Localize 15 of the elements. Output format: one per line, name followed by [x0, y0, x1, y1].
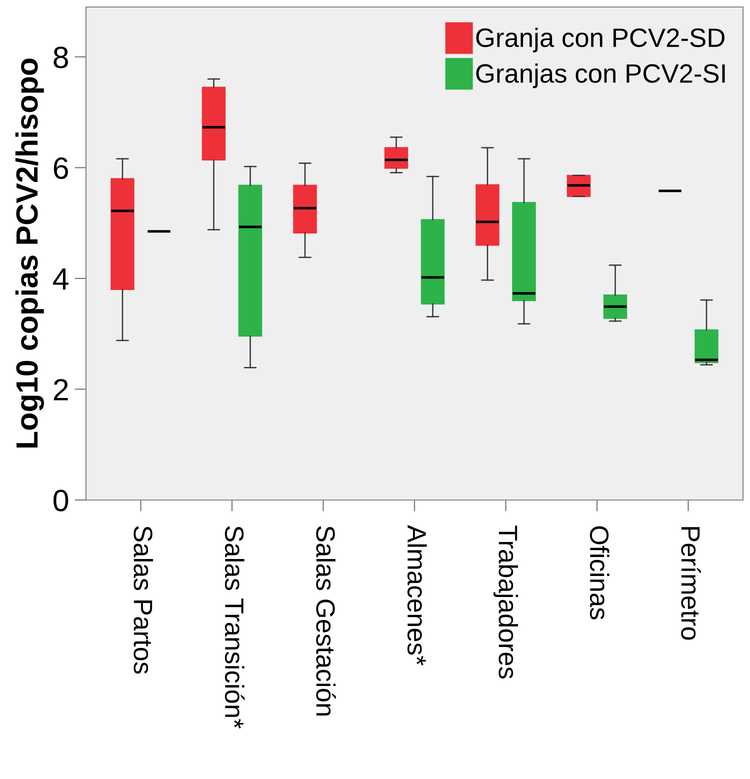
x-tick-label: Trabajadores: [493, 526, 518, 679]
x-tick-label: Salas Transición*: [224, 526, 245, 728]
y-tick-label: 2: [54, 378, 68, 400]
x-tick-label: Almacenes*: [407, 525, 427, 666]
legend-label: Granjas con PCV2-SI: [476, 63, 725, 88]
y-tick-label: 4: [53, 268, 68, 290]
y-tick-label: 6: [54, 157, 68, 180]
x-tick-label: Oficinas: [590, 526, 610, 620]
y-tick-label: 0: [54, 490, 68, 512]
x-tick-label: Salas Partos: [134, 526, 154, 674]
y-tick-label: 8: [54, 46, 68, 68]
x-tick-label: Perímetro: [681, 527, 701, 640]
legend-label: Granja con PCV2-SD: [476, 28, 724, 52]
y-axis-title: Log10 copias PCV2/hisopo: [15, 58, 44, 448]
x-tick-label: Salas Gestación: [316, 526, 336, 716]
